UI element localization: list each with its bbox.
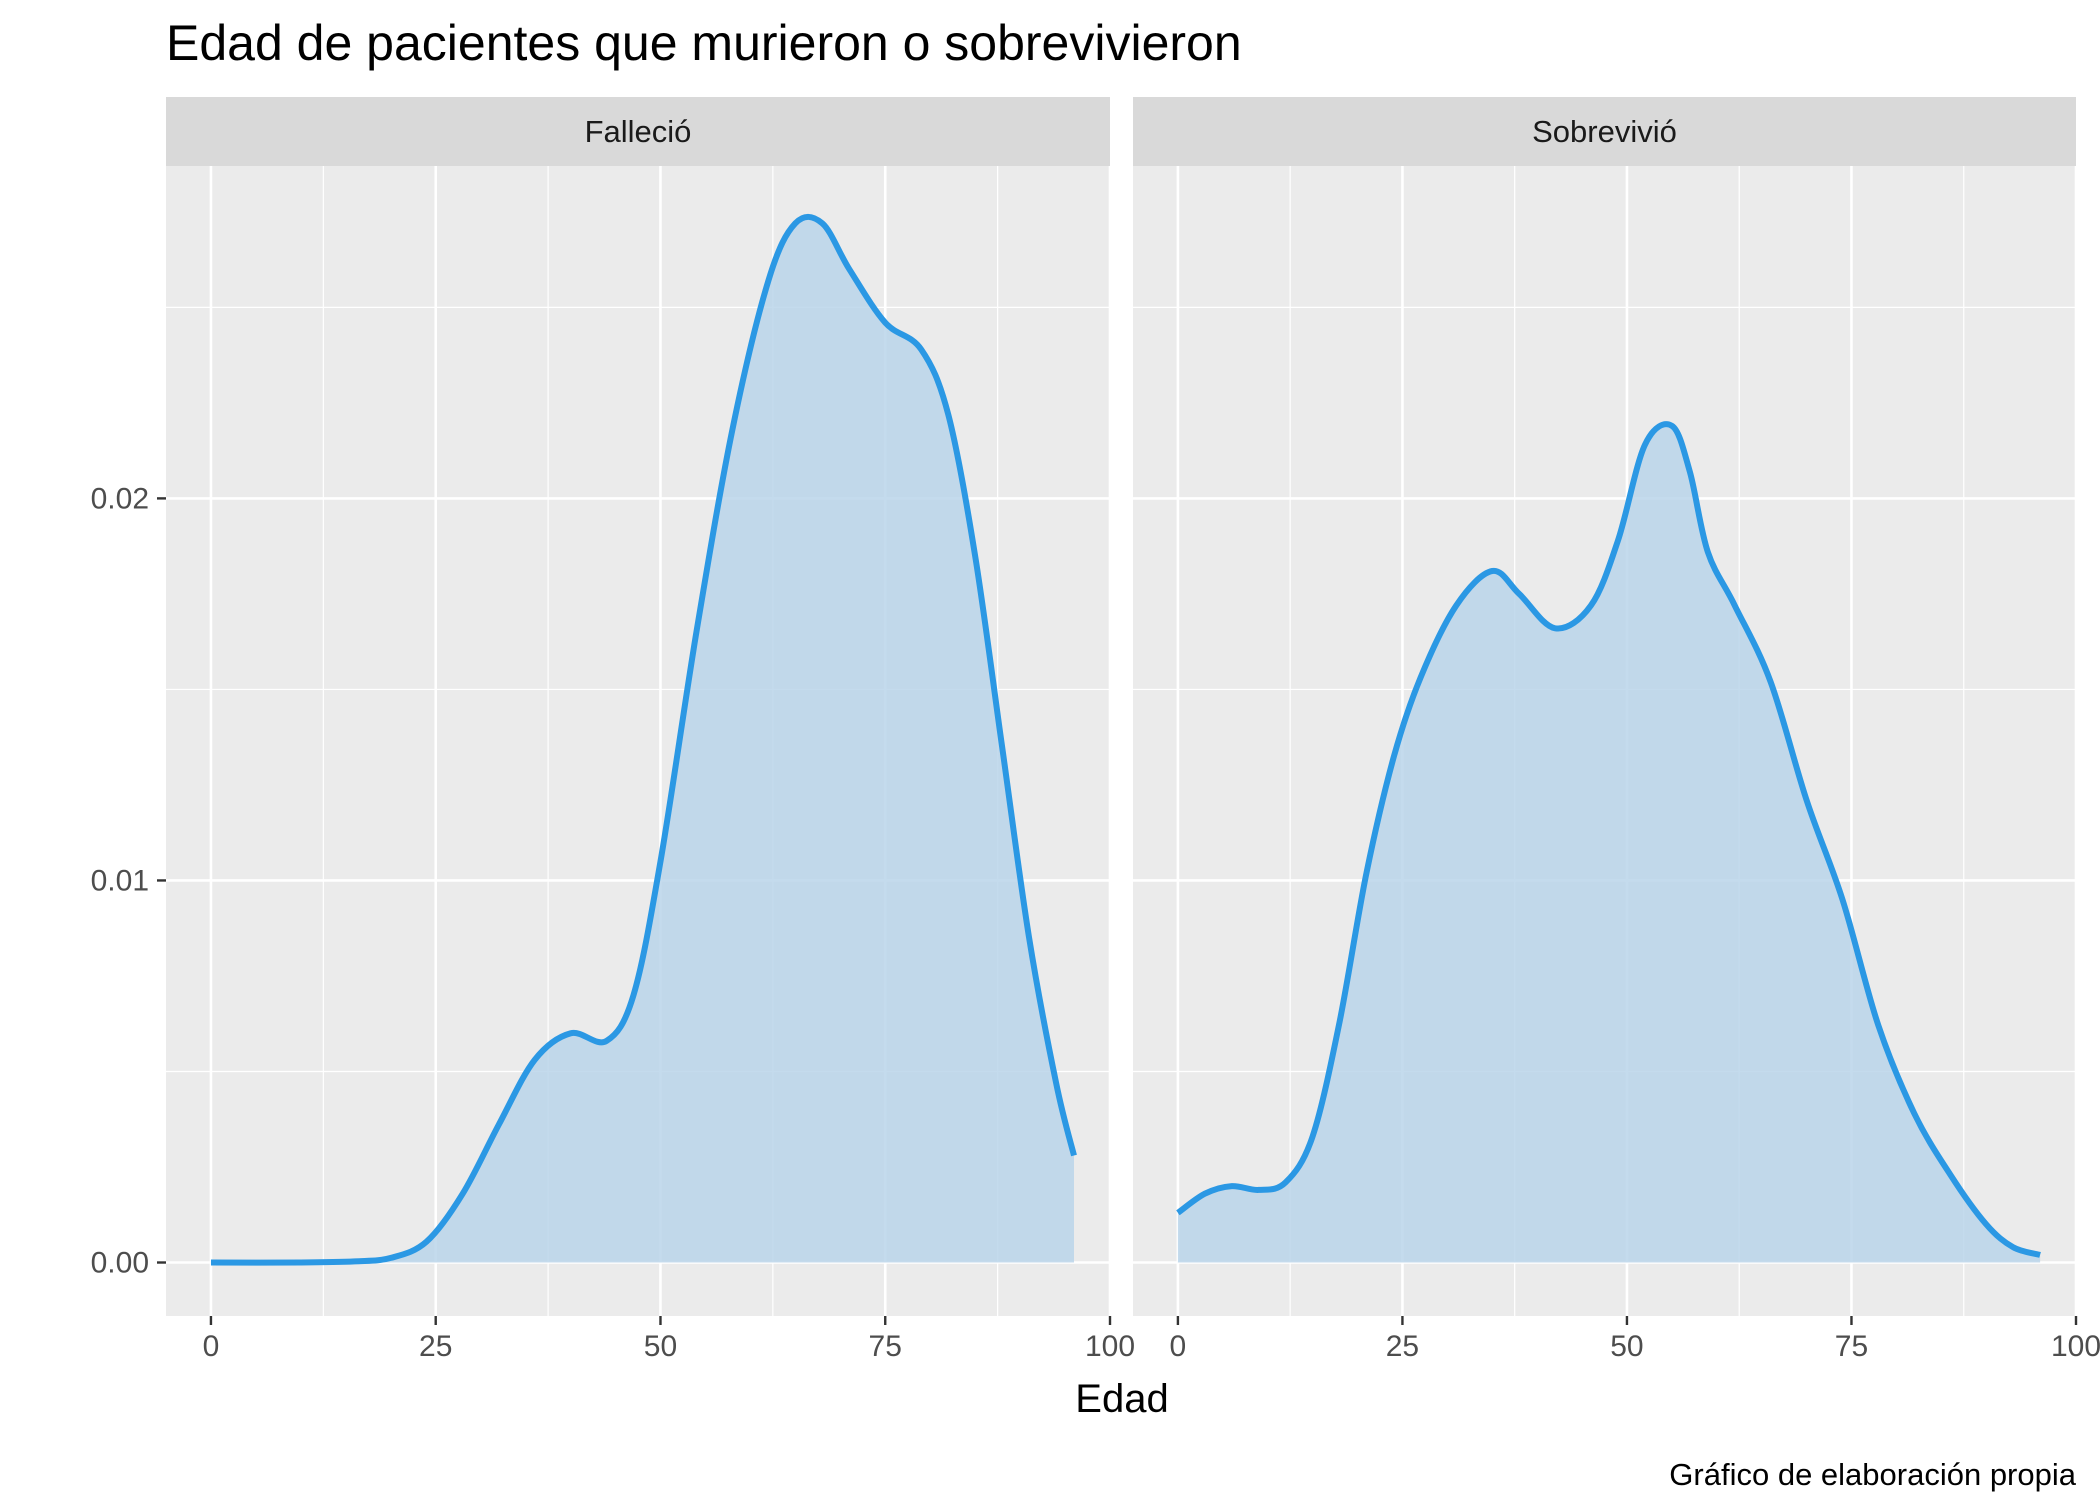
chart-caption: Gráfico de elaboración propia [1669, 1457, 2076, 1492]
density-area [1177, 424, 2041, 1263]
facet-strip [166, 97, 1110, 166]
x-tick-label: 25 [1386, 1330, 1419, 1363]
x-tick-label: 25 [419, 1330, 452, 1363]
y-tick-label: 0.00 [91, 1247, 149, 1280]
facet-strip [1133, 97, 2076, 166]
x-tick-label: 50 [644, 1330, 677, 1363]
x-tick-label: 100 [1085, 1330, 1135, 1363]
panel-fallecio: Falleció 0 25 50 75 100 [166, 97, 1135, 1363]
x-tick-label: 0 [1170, 1330, 1187, 1363]
x-tick-label: 75 [869, 1330, 902, 1363]
x-tick-label: 75 [1835, 1330, 1868, 1363]
x-tick-label: 0 [203, 1330, 220, 1363]
density-line [210, 213, 1077, 1266]
x-tick-label: 50 [1610, 1330, 1643, 1363]
chart-title: Edad de pacientes que murieron o sobrevi… [166, 15, 1242, 71]
y-tick-label: 0.02 [91, 482, 149, 515]
facet-strip-label: Falleció [585, 114, 692, 149]
density-line [1176, 421, 2041, 1258]
x-tick-label: 100 [2051, 1330, 2100, 1363]
facet-strip-label: Sobrevivió [1532, 114, 1677, 149]
x-axis-title: Edad [1075, 1377, 1168, 1421]
density-area [211, 216, 1074, 1263]
panels-layer: Falleció 0 25 50 75 100 Sobrevivió 0 25 50 75 100 [166, 97, 2100, 1363]
y-axis: 0.00 0.01 0.02 [91, 482, 166, 1280]
panel-sobrevivio: Sobrevivió 0 25 50 75 100 [1133, 97, 2100, 1363]
y-tick-label: 0.01 [91, 864, 149, 897]
